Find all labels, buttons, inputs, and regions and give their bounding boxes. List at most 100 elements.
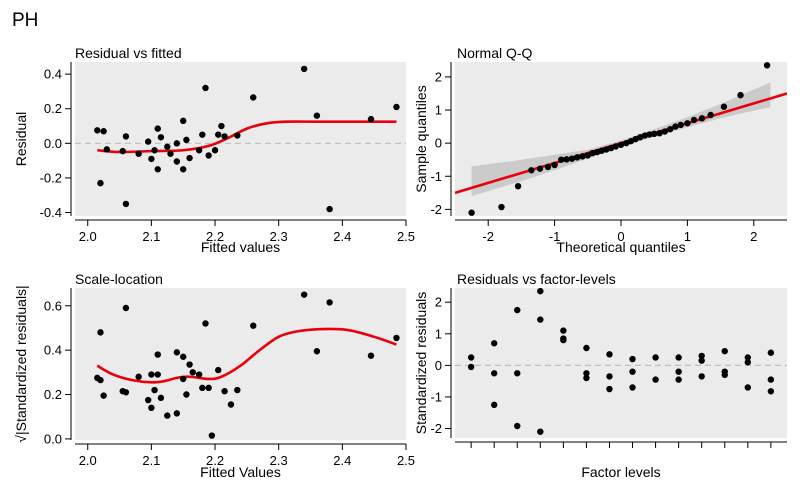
data-point — [205, 384, 212, 392]
data-point — [684, 120, 691, 127]
data-point — [393, 103, 400, 111]
data-point — [208, 432, 216, 439]
data-point — [690, 116, 698, 124]
data-point — [606, 373, 613, 380]
y-tick-label: -2 — [430, 421, 442, 436]
data-point — [514, 306, 521, 314]
data-point — [300, 291, 308, 298]
data-point — [195, 147, 203, 154]
data-point — [154, 371, 161, 378]
data-point — [154, 351, 161, 358]
data-point — [202, 84, 209, 92]
data-point — [490, 401, 498, 409]
x-tick-label: 2.3 — [270, 453, 288, 468]
data-point — [148, 155, 155, 163]
panel-title: Residuals vs factor-levels — [457, 271, 616, 287]
data-point — [199, 384, 206, 392]
data-point — [186, 154, 193, 162]
x-tick-label: -1 — [549, 229, 561, 244]
data-point — [744, 354, 752, 361]
x-tick-label: -2 — [482, 229, 494, 244]
y-tick-label: -0.4 — [40, 205, 62, 220]
x-tick-label: 2 — [750, 229, 757, 244]
data-point — [221, 387, 228, 395]
y-axis-label: Sample quantiles — [413, 85, 429, 192]
data-point — [135, 150, 142, 157]
data-point — [560, 336, 567, 344]
data-point — [675, 354, 682, 361]
data-point — [467, 363, 475, 371]
y-tick-label: -2 — [430, 202, 442, 217]
data-point — [763, 62, 771, 69]
plot-area — [455, 288, 787, 438]
data-point — [514, 422, 521, 430]
x-tick-label: 2.4 — [333, 453, 351, 468]
plot-content — [94, 291, 400, 439]
data-point — [514, 182, 522, 190]
x-axis-label: Theoretical quantiles — [556, 239, 685, 255]
data-point — [183, 391, 190, 398]
panel-title: Normal Q-Q — [457, 45, 533, 61]
data-point — [97, 329, 104, 336]
plot-content — [75, 65, 406, 213]
x-tick-label: 2.2 — [206, 229, 224, 244]
data-point — [300, 65, 308, 73]
data-point — [195, 371, 203, 378]
data-point — [148, 371, 155, 378]
data-point — [537, 428, 544, 435]
data-point — [468, 209, 475, 216]
y-axis-label: √|Standardized residuals| — [13, 285, 29, 442]
data-point — [536, 165, 544, 172]
panel-scale-location: Scale-location Fitted Values √|Standardi… — [13, 271, 415, 480]
y-tick-label: 0.0 — [44, 431, 62, 446]
x-axis-label: Fitted Values — [200, 464, 281, 480]
data-point — [544, 163, 552, 171]
data-point — [173, 349, 181, 356]
y-tick-label: 2 — [435, 69, 442, 84]
y-tick-label: 0.2 — [44, 101, 62, 116]
data-point — [675, 376, 682, 383]
x-tick-label: 2.0 — [79, 229, 97, 244]
x-tick-label: 2.2 — [206, 453, 224, 468]
data-point — [467, 354, 475, 361]
panel-residuals-vs-factor-levels: Residuals vs factor-levels Factor levels… — [413, 271, 787, 480]
data-point — [151, 147, 158, 154]
data-point — [490, 370, 498, 377]
data-point — [180, 353, 187, 360]
data-point — [707, 111, 714, 119]
data-point — [180, 117, 187, 125]
plot-area — [455, 62, 787, 216]
data-point — [148, 404, 155, 412]
data-point — [652, 376, 659, 383]
data-point — [173, 410, 181, 417]
data-point — [737, 91, 744, 99]
data-point — [122, 200, 130, 208]
y-tick-label: 0.6 — [44, 298, 62, 313]
data-point — [122, 389, 130, 396]
data-point — [173, 140, 181, 147]
data-point — [528, 167, 535, 174]
data-point — [490, 340, 498, 347]
x-tick-label: 2.1 — [142, 229, 160, 244]
data-point — [202, 320, 209, 327]
y-tick-label: 2 — [435, 295, 442, 310]
x-tick-label: 2.5 — [397, 229, 415, 244]
panel-normal-qq: Normal Q-Q Theoretical quantiles Sample … — [413, 45, 787, 255]
data-point — [558, 156, 565, 163]
data-point — [135, 373, 142, 380]
data-point — [119, 147, 126, 155]
x-axis-label: Factor levels — [581, 464, 660, 480]
data-point — [313, 112, 321, 119]
data-point — [205, 152, 212, 159]
data-point — [617, 141, 625, 148]
data-point — [103, 146, 111, 153]
plot-content — [455, 288, 787, 435]
data-point — [720, 103, 728, 110]
y-tick-label: -1 — [430, 389, 442, 404]
x-tick-label: 2.4 — [333, 229, 351, 244]
data-point — [661, 128, 669, 135]
data-point — [215, 366, 222, 374]
data-point — [250, 322, 257, 329]
data-point — [122, 133, 130, 140]
